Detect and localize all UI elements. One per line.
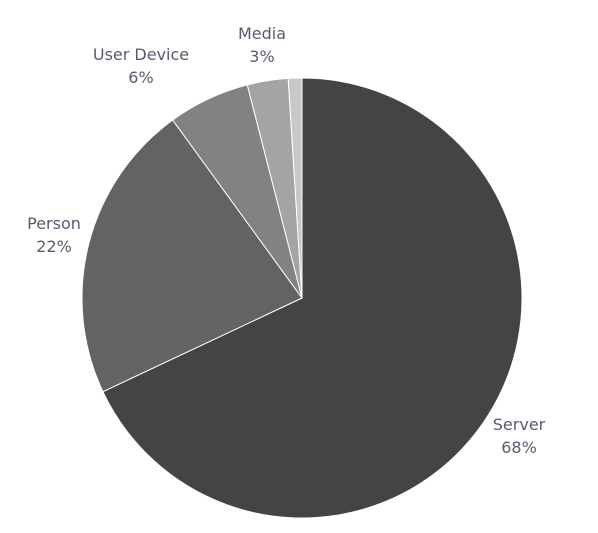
slice-pct-server: 68%: [501, 438, 537, 457]
slice-pct-user-device: 6%: [128, 68, 153, 87]
slice-label-user-device: User Device: [93, 45, 189, 64]
slice-label-person: Person: [27, 214, 81, 233]
label-user-device: User Device 6%: [93, 45, 189, 87]
slice-label-media: Media: [238, 24, 286, 43]
pie-slice-other-4: [287, 77, 303, 299]
label-media: Media 3%: [238, 24, 286, 66]
slice-pct-media: 3%: [249, 47, 274, 66]
slice-label-server: Server: [493, 415, 546, 434]
pie-slice-person: [81, 119, 303, 393]
pie-slices: [81, 77, 523, 519]
label-server: Server 68%: [493, 415, 546, 457]
label-person: Person 22%: [27, 214, 81, 256]
pie-slice-server: [102, 77, 523, 519]
slice-pct-person: 22%: [36, 237, 72, 256]
